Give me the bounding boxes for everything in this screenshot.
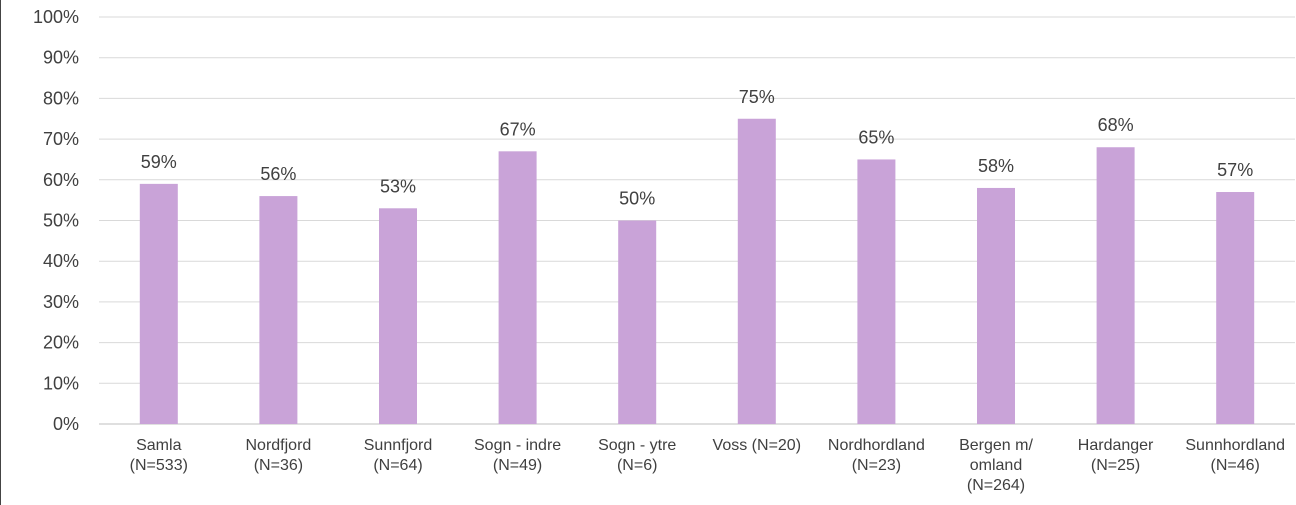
bar [379,208,417,424]
x-category-label: Bergen m/omland (N=264) [959,437,1033,494]
bar-data-label: 75% [739,87,775,107]
x-category-label: Nordhordland (N=23) [828,437,925,474]
bar [1216,192,1255,424]
bar-data-label: 67% [500,119,536,139]
bars [139,118,1255,425]
y-tick-label: 40% [43,251,79,271]
x-category-label: Sunnfjord (N=64) [364,437,433,474]
y-tick-label: 50% [43,211,79,231]
bar-data-label: 53% [380,176,416,196]
x-category-label-line: Sogn - ytre [598,437,676,454]
x-category-label-line: (N=46) [1211,457,1260,474]
x-category-label-line: Sogn - indre [474,437,561,454]
x-category-label-line: Nordhordland [828,437,925,454]
x-category-label-line: Nordfjord [245,437,311,454]
x-category-label-line: (N=6) [617,457,657,474]
bar-data-label: 58% [978,156,1014,176]
bar [737,118,776,424]
data-labels: 59% 56% 53% 67% 50% 75% 65% 58% 68% 57% [141,87,1253,209]
x-category-label-line: Bergen m/ [959,437,1033,454]
gridlines [99,16,1295,425]
x-category-label-line: Voss (N=20) [713,437,801,454]
bar [498,151,537,424]
x-category-label-line: Samla [136,437,181,454]
x-category-label-line: (N=533) [130,457,188,474]
x-category-label-line: (N=49) [493,457,542,474]
y-tick-label: 0% [53,414,79,434]
bar [1096,147,1135,425]
bar-data-label: 50% [619,189,655,209]
bar [857,159,896,424]
x-category-label-line: (N=36) [254,457,303,474]
bar [618,220,657,424]
y-tick-label: 20% [43,333,79,353]
x-category-label: Nordfjord (N=36) [245,437,311,474]
bar-data-label: 57% [1217,160,1253,180]
x-category-label-line: omland [970,457,1022,474]
x-category-label-line: (N=23) [852,457,901,474]
y-tick-label: 90% [43,48,79,68]
y-tick-label: 80% [43,88,79,108]
x-category-label: Sunnhordland (N=46) [1185,437,1285,474]
x-category-label-line: Sunnhordland [1185,437,1285,454]
y-axis-ticks: 0% 10% 20% 30% 40% 50% 60% 70% 80% 90% 100% [33,7,79,434]
bar-data-label: 59% [141,152,177,172]
bar-data-label: 68% [1098,115,1134,135]
bar-data-label: 56% [260,164,296,184]
bar [139,183,178,424]
x-category-label: Hardanger (N=25) [1078,437,1154,474]
x-category-label-line: Hardanger [1078,437,1154,454]
x-category-label-line: (N=25) [1091,457,1140,474]
x-category-label-line: (N=264) [967,477,1025,494]
y-tick-label: 100% [33,7,79,27]
bar [977,187,1015,424]
bar [259,196,298,424]
x-category-label: Samla (N=533) [130,437,188,474]
x-category-label-line: (N=64) [373,457,422,474]
x-axis-categories: Samla (N=533) Nordfjord (N=36) Sunnfjord (N=6… [130,437,1285,494]
x-category-label-line: Sunnfjord [364,437,433,454]
y-tick-label: 60% [43,170,79,190]
y-tick-label: 70% [43,129,79,149]
y-tick-label: 30% [43,292,79,312]
x-category-label: Sogn - indre (N=49) [474,437,561,474]
x-category-label: Sogn - ytre (N=6) [598,437,676,474]
x-category-label: Voss (N=20) [713,437,801,454]
bar-data-label: 65% [858,127,894,147]
y-tick-label: 10% [43,373,79,393]
